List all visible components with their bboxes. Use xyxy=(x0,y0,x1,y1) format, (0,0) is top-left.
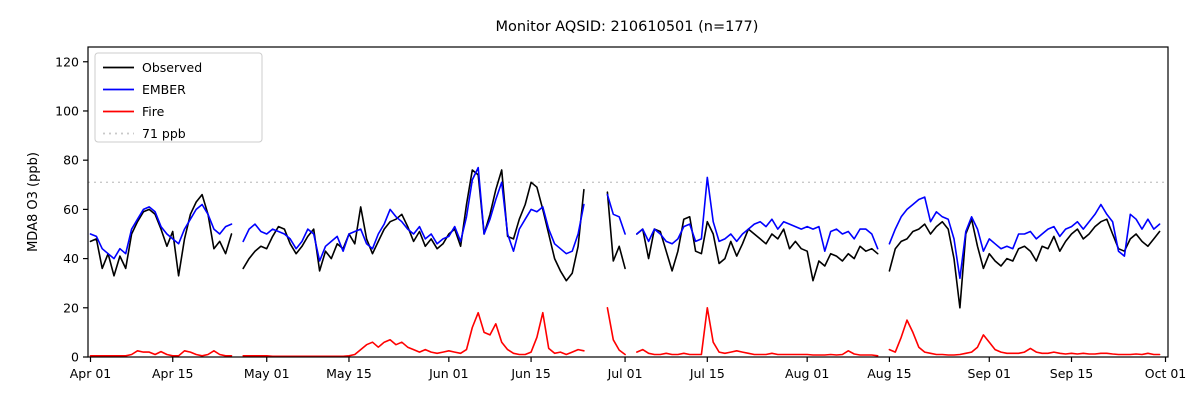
x-tick-label: May 01 xyxy=(244,366,290,381)
x-tick-label: Sep 01 xyxy=(968,366,1011,381)
x-tick-label: Jun 01 xyxy=(428,366,468,381)
chart-title: Monitor AQSID: 210610501 (n=177) xyxy=(496,19,759,35)
y-tick-label: 80 xyxy=(63,153,79,168)
y-axis: 0 20 40 60 80 100 120 xyxy=(55,54,88,365)
legend-box xyxy=(94,52,263,143)
x-tick-label: Jul 15 xyxy=(689,366,725,381)
x-axis: Apr 01 Apr 15 May 01 May 15 Jun 01 Jun 15 Jul … xyxy=(70,357,1187,381)
legend-label-71-ppb: 71 ppb xyxy=(142,126,186,141)
x-tick-label: May 15 xyxy=(326,366,372,381)
y-tick-label: 20 xyxy=(63,300,79,315)
y-tick-label: 40 xyxy=(63,251,79,266)
series-ember-line xyxy=(89,166,1161,280)
x-tick-label: Aug 15 xyxy=(867,366,911,381)
y-tick-label: 100 xyxy=(55,103,79,118)
plot-area: Apr 01 Apr 15 May 01 May 15 Jun 01 Jun 15 Jul … xyxy=(55,46,1187,381)
series-observed-line xyxy=(89,169,1161,309)
y-tick-label: 120 xyxy=(55,54,79,69)
x-tick-label: Apr 15 xyxy=(152,366,194,381)
x-tick-label: Oct 01 xyxy=(1145,366,1187,381)
series-fire-line xyxy=(89,307,1161,358)
x-tick-label: Jun 15 xyxy=(510,366,550,381)
x-tick-label: Sep 15 xyxy=(1050,366,1093,381)
legend-label-observed: Observed xyxy=(142,60,202,75)
y-tick-label: 0 xyxy=(71,350,79,365)
x-tick-label: Jul 01 xyxy=(607,366,643,381)
legend-label-ember: EMBER xyxy=(142,82,186,97)
plot-border xyxy=(87,46,1169,358)
y-axis-label: MDA8 O3 (ppb) xyxy=(26,152,41,252)
y-tick-label: 60 xyxy=(63,202,79,217)
legend-label-fire: Fire xyxy=(142,104,165,119)
legend: Observed EMBER Fire 71 ppb xyxy=(94,52,263,143)
x-tick-label: Apr 01 xyxy=(70,366,112,381)
x-tick-label: Aug 01 xyxy=(785,366,829,381)
